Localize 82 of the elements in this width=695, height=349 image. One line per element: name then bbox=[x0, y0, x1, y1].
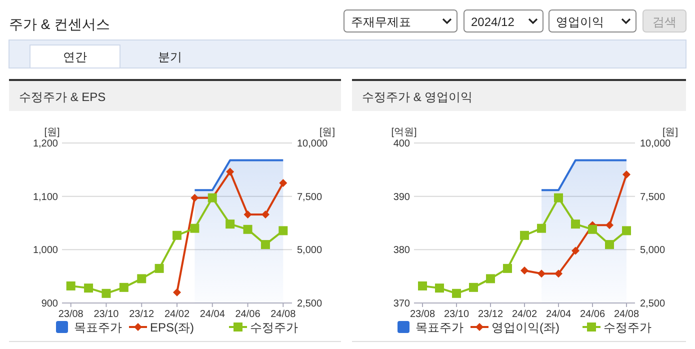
point bbox=[137, 274, 146, 284]
point bbox=[119, 282, 128, 292]
point bbox=[571, 220, 580, 229]
y-tick-label: 390 bbox=[393, 192, 410, 203]
y-tick-label: 1,100 bbox=[32, 192, 58, 203]
y2-tick-label: 7,500 bbox=[640, 192, 666, 203]
y2-tick-label: 2,500 bbox=[297, 298, 322, 310]
y-axis-title: [원] bbox=[44, 127, 60, 138]
point bbox=[588, 224, 597, 234]
point bbox=[279, 179, 288, 187]
y-tick-label: 1,200 bbox=[32, 138, 58, 150]
y2-tick-label: 5,000 bbox=[297, 245, 322, 256]
x-tick-label: 24/02 bbox=[164, 309, 190, 320]
y-tick-label: 900 bbox=[41, 298, 58, 310]
x-tick-label: 23/08 bbox=[58, 309, 84, 320]
point bbox=[172, 230, 182, 240]
point bbox=[260, 240, 270, 250]
point bbox=[486, 274, 495, 284]
y-tick-label: 370 bbox=[393, 298, 410, 310]
y-tick-label: 400 bbox=[393, 138, 410, 150]
legend-label: 수정주가 bbox=[604, 320, 652, 334]
x-tick-label: 24/04 bbox=[200, 309, 226, 320]
x-tick-label: 24/06 bbox=[235, 309, 261, 320]
x-tick-label: 23/12 bbox=[129, 309, 155, 320]
y2-tick-label: 10,000 bbox=[297, 138, 328, 150]
point bbox=[469, 282, 478, 292]
point bbox=[520, 266, 528, 274]
point bbox=[226, 220, 235, 229]
point bbox=[520, 230, 529, 240]
point bbox=[537, 224, 546, 233]
point bbox=[554, 193, 563, 202]
y-tick-label: 380 bbox=[393, 245, 410, 256]
x-tick-label: 23/10 bbox=[94, 309, 120, 320]
point bbox=[102, 288, 111, 298]
y2-tick-label: 2,500 bbox=[640, 298, 666, 310]
y2-tick-label: 5,000 bbox=[640, 245, 666, 256]
point bbox=[173, 288, 181, 296]
point bbox=[605, 240, 614, 250]
x-tick-label: 24/08 bbox=[270, 309, 296, 320]
point bbox=[622, 170, 630, 178]
x-tick-label: 24/08 bbox=[614, 309, 640, 320]
y2-tick-label: 10,000 bbox=[640, 138, 672, 150]
legend-label: 목표주가 bbox=[74, 320, 122, 334]
point bbox=[572, 246, 580, 255]
y-axis-title: [억원] bbox=[391, 127, 417, 138]
x-tick-label: 24/02 bbox=[512, 309, 538, 320]
legend-label: 목표주가 bbox=[416, 320, 464, 334]
point bbox=[66, 281, 76, 290]
point bbox=[243, 224, 252, 234]
point bbox=[244, 210, 252, 218]
chart-title: 수정주가 & 영업이익 bbox=[362, 90, 473, 104]
button: 검색 bbox=[642, 10, 686, 32]
y2-axis-title: [원] bbox=[662, 127, 678, 138]
y2-tick-label: 7,500 bbox=[297, 192, 322, 203]
legend-label: 영업이익(좌) bbox=[492, 320, 560, 334]
y2-axis-title: [원] bbox=[319, 127, 336, 138]
x-tick-label: 23/10 bbox=[444, 309, 470, 320]
y-tick-label: 1,000 bbox=[32, 245, 58, 256]
x-tick-label: 23/12 bbox=[478, 309, 504, 320]
point bbox=[226, 168, 234, 176]
point bbox=[190, 224, 200, 233]
text: 연간 bbox=[63, 50, 87, 64]
point bbox=[503, 264, 512, 273]
point bbox=[84, 284, 94, 293]
point bbox=[554, 270, 562, 278]
text: 주가 & 컨센서스 bbox=[9, 16, 110, 32]
point bbox=[622, 226, 631, 236]
point bbox=[452, 288, 461, 298]
point bbox=[154, 264, 164, 273]
text: 분기 bbox=[158, 50, 182, 64]
point bbox=[418, 281, 427, 290]
x-tick-label: 23/08 bbox=[410, 309, 436, 320]
legend-label: EPS(좌) bbox=[150, 320, 194, 334]
point bbox=[435, 284, 444, 293]
chart-title: 수정주가 & EPS bbox=[19, 90, 106, 104]
legend-label: 수정주가 bbox=[250, 320, 298, 334]
point bbox=[190, 194, 199, 202]
point bbox=[538, 270, 546, 278]
x-tick-label: 24/06 bbox=[580, 309, 606, 320]
x-tick-label: 24/04 bbox=[546, 309, 572, 320]
point bbox=[606, 221, 614, 230]
point bbox=[278, 226, 288, 236]
